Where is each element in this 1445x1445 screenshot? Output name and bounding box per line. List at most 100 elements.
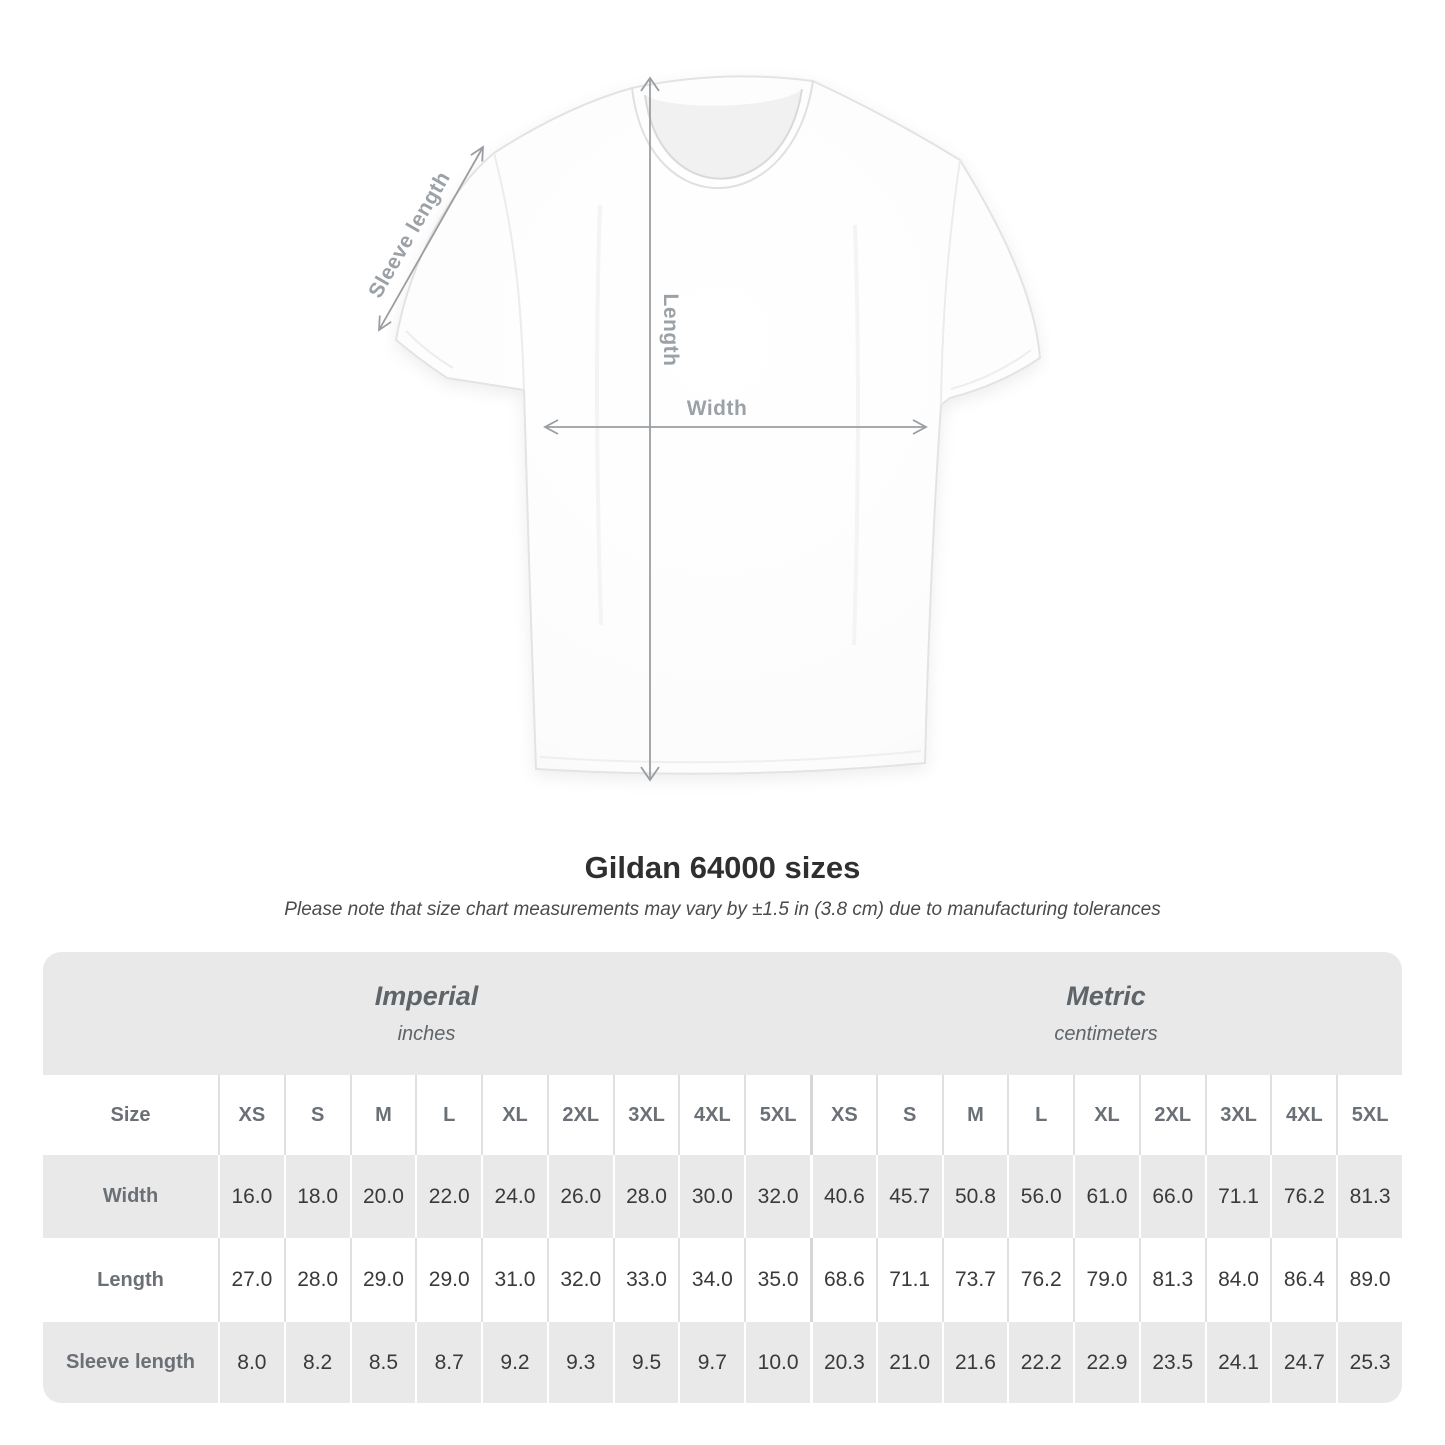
value-cell: 29.0 [349, 1238, 416, 1322]
size-header: S [283, 1075, 350, 1155]
size-header: 3XL [1204, 1075, 1271, 1155]
value-cell: 24.7 [1270, 1322, 1337, 1403]
value-cell: 24.1 [1204, 1322, 1271, 1403]
value-cell: 35.0 [744, 1238, 810, 1322]
tshirt-fold [595, 204, 603, 626]
size-header: XL [1073, 1075, 1139, 1155]
length-arrow [640, 76, 660, 782]
size-header: M [941, 1075, 1008, 1155]
metric-label: Metric [1066, 981, 1146, 1011]
tshirt-silhouette [394, 75, 1042, 775]
value-cell: 24.0 [481, 1155, 547, 1238]
value-cell: 28.0 [283, 1238, 350, 1322]
imperial-header: Imperial inches [43, 952, 810, 1075]
value-cell: 81.3 [1138, 1238, 1205, 1322]
value-cell: 31.0 [481, 1238, 547, 1322]
value-cell: 79.0 [1073, 1238, 1139, 1322]
value-cell: 40.6 [810, 1155, 876, 1238]
value-cell: 89.0 [1336, 1238, 1402, 1322]
value-cell: 25.3 [1336, 1322, 1402, 1403]
value-cell: 9.5 [612, 1322, 679, 1403]
value-cell: 32.0 [546, 1238, 613, 1322]
value-cell: 68.6 [810, 1238, 876, 1322]
value-cell: 61.0 [1073, 1155, 1139, 1238]
size-header: 4XL [1270, 1075, 1337, 1155]
value-cell: 20.0 [349, 1155, 416, 1238]
value-cell: 10.0 [744, 1322, 810, 1403]
sleeve-length-arrow [378, 145, 484, 332]
value-cell: 86.4 [1270, 1238, 1337, 1322]
value-cell: 81.3 [1336, 1155, 1402, 1238]
row-label: Width [43, 1155, 218, 1238]
tshirt-collar-band [631, 80, 814, 189]
tolerance-note: Please note that size chart measurements… [284, 899, 1161, 920]
size-header: 2XL [546, 1075, 613, 1155]
metric-header: Metric centimeters [810, 952, 1402, 1075]
value-cell: 50.8 [941, 1155, 1008, 1238]
value-cell: 8.2 [283, 1322, 350, 1403]
value-cell: 18.0 [283, 1155, 350, 1238]
tshirt-cuff-stitch-right [950, 349, 1032, 390]
tshirt-neck-opening [645, 89, 802, 179]
value-cell: 66.0 [1138, 1155, 1205, 1238]
value-cell: 20.3 [810, 1322, 876, 1403]
value-cell: 71.1 [875, 1238, 942, 1322]
value-cell: 16.0 [218, 1155, 284, 1238]
value-cell: 56.0 [1007, 1155, 1074, 1238]
value-cell: 22.0 [415, 1155, 482, 1238]
value-cell: 8.7 [415, 1322, 482, 1403]
width-label: Width [686, 397, 748, 420]
tshirt-armhole-seam-left [493, 152, 525, 391]
size-table: Imperial inches Metric centimeters Size … [43, 952, 1402, 1403]
size-column-header: Size [43, 1075, 218, 1155]
size-header: S [875, 1075, 942, 1155]
value-cell: 30.0 [678, 1155, 745, 1238]
value-cell: 21.6 [941, 1322, 1008, 1403]
size-header: XS [218, 1075, 284, 1155]
tshirt-diagram: Sleeve length Length Width [350, 65, 1050, 810]
value-cell: 8.5 [349, 1322, 416, 1403]
value-cell: 84.0 [1204, 1238, 1271, 1322]
value-cell: 29.0 [415, 1238, 482, 1322]
size-header: 2XL [1138, 1075, 1205, 1155]
value-cell: 71.1 [1204, 1155, 1271, 1238]
value-cell: 22.9 [1073, 1322, 1139, 1403]
value-cell: 9.2 [481, 1322, 547, 1403]
value-cell: 21.0 [875, 1322, 942, 1403]
value-cell: 9.3 [546, 1322, 613, 1403]
tshirt-hem-stitch [539, 750, 922, 764]
imperial-unit: inches [397, 1023, 456, 1045]
value-cell: 28.0 [612, 1155, 679, 1238]
value-cell: 34.0 [678, 1238, 745, 1322]
tshirt-image [378, 75, 1042, 782]
tshirt-armhole-seam-right [940, 159, 961, 406]
size-header: L [415, 1075, 482, 1155]
metric-unit: centimeters [1054, 1023, 1158, 1045]
size-header: M [349, 1075, 416, 1155]
value-cell: 33.0 [612, 1238, 679, 1322]
tshirt-neckline [644, 88, 803, 180]
value-cell: 32.0 [744, 1155, 810, 1238]
value-cell: 22.2 [1007, 1322, 1074, 1403]
value-cell: 76.2 [1270, 1155, 1337, 1238]
size-header: 5XL [744, 1075, 810, 1155]
row-label: Length [43, 1238, 218, 1322]
size-header: XS [810, 1075, 876, 1155]
size-grid: Size XS S M L XL 2XL 3XL 4XL 5XL XS S M … [43, 1075, 1402, 1403]
value-cell: 45.7 [875, 1155, 942, 1238]
value-cell: 73.7 [941, 1238, 1008, 1322]
unit-header-band: Imperial inches Metric centimeters [43, 952, 1402, 1075]
tshirt-fold [852, 224, 860, 646]
size-header: 5XL [1336, 1075, 1402, 1155]
value-cell: 76.2 [1007, 1238, 1074, 1322]
imperial-label: Imperial [374, 981, 479, 1011]
value-cell: 8.0 [218, 1322, 284, 1403]
page-title: Gildan 64000 sizes [584, 850, 861, 885]
width-arrow [543, 419, 928, 435]
length-label: Length [659, 293, 682, 367]
size-header: 4XL [678, 1075, 745, 1155]
value-cell: 23.5 [1138, 1322, 1205, 1403]
size-header: 3XL [612, 1075, 679, 1155]
value-cell: 27.0 [218, 1238, 284, 1322]
